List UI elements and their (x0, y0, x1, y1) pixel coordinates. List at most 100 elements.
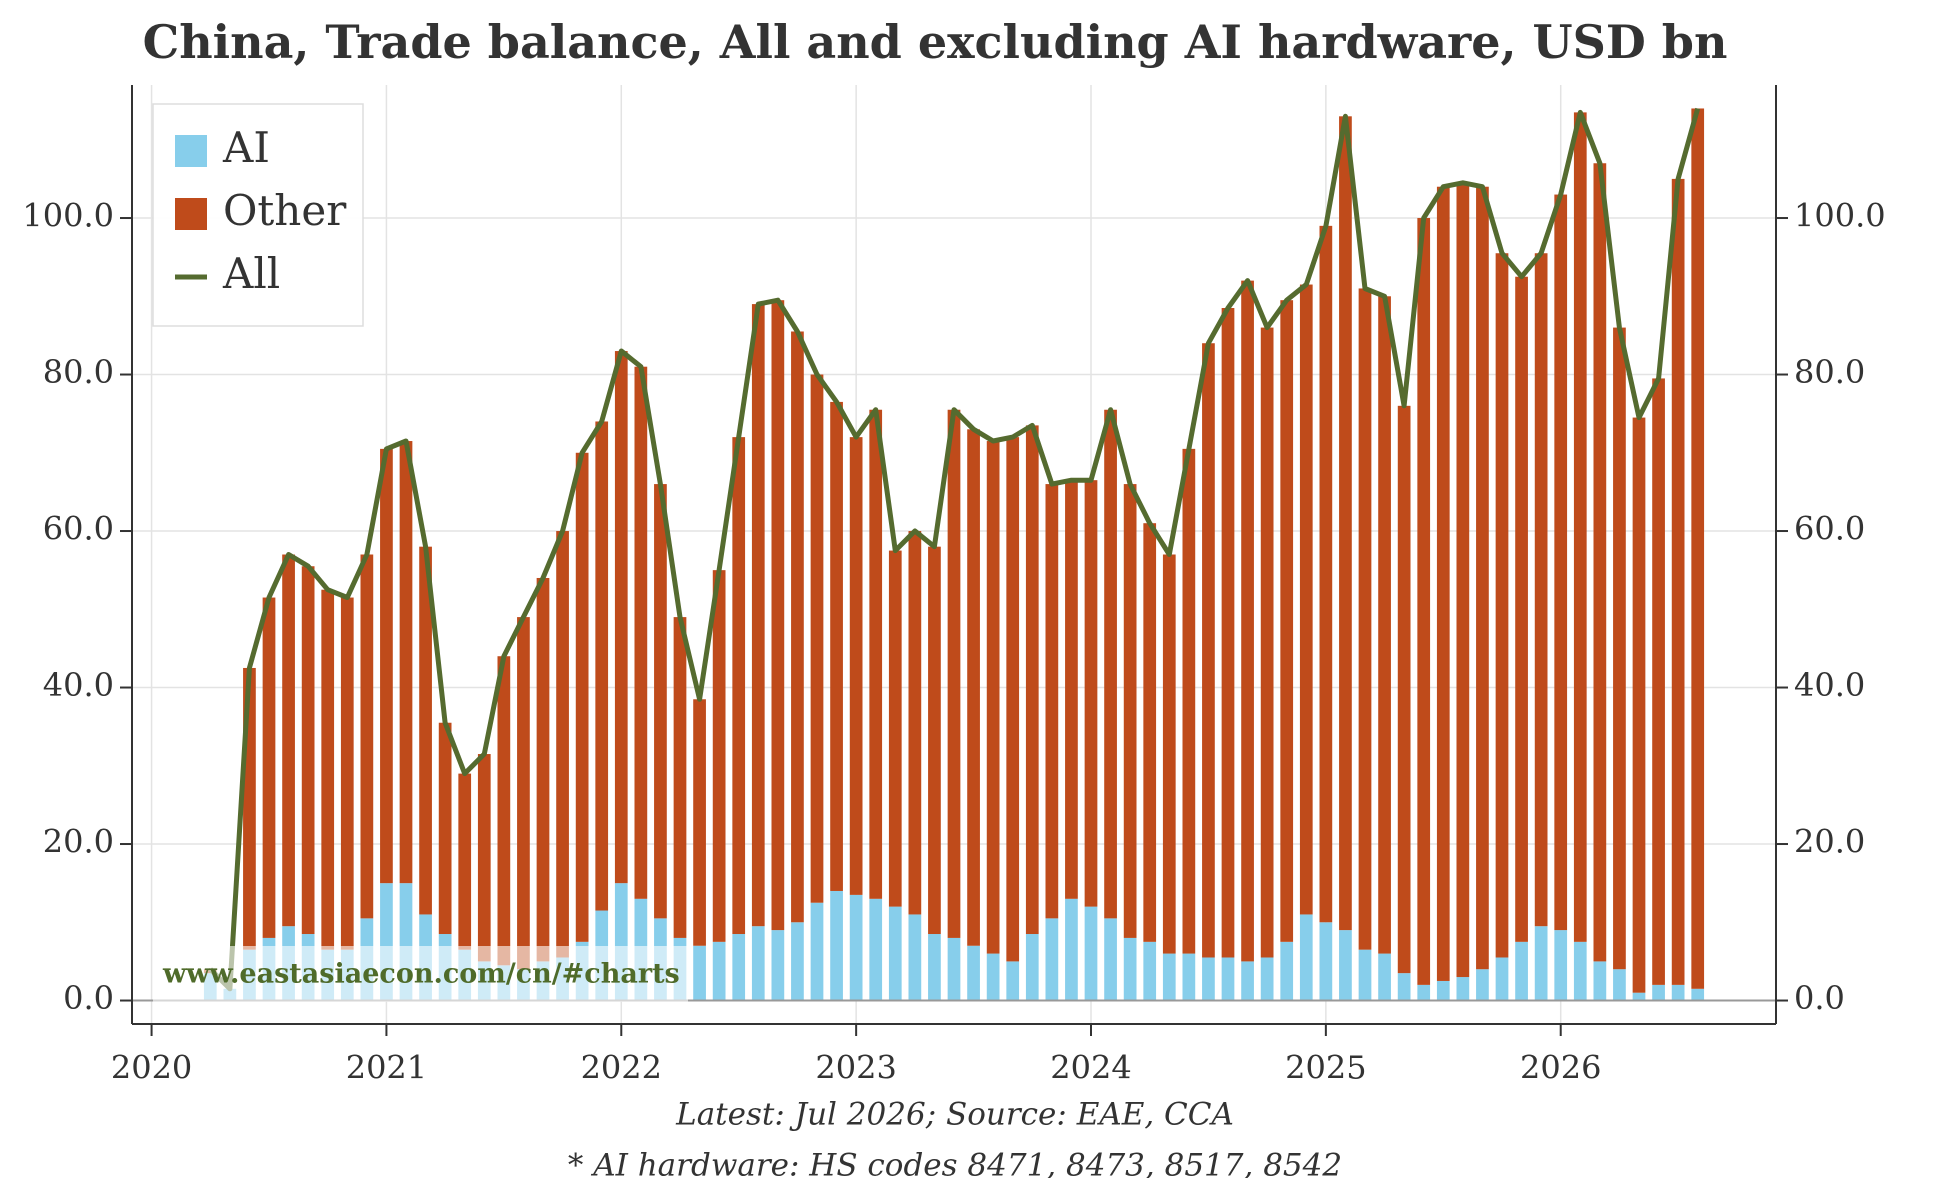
bar-segment (1671, 984, 1685, 1001)
source-note: Latest: Jul 2026; Source: EAE, CCA (675, 1097, 1234, 1133)
bar-segment (1006, 437, 1020, 962)
bar-segment (1632, 992, 1646, 1001)
bar-segment (1652, 984, 1665, 1001)
y-tick-label: 0.0 (63, 979, 114, 1017)
line (208, 107, 1701, 992)
bar-segment (419, 546, 432, 915)
bar-segment (360, 554, 374, 919)
bar-segment (614, 351, 628, 884)
bar-segment (1613, 969, 1626, 1001)
bar-segment (477, 754, 491, 962)
bar-segment (1339, 116, 1352, 931)
bar-segment (986, 953, 1000, 1001)
bar-segment (1045, 918, 1059, 1001)
bar-segment (928, 934, 941, 1001)
footnote: * AI hardware: HS codes 8471, 8473, 8517… (568, 1148, 1342, 1178)
y2-tick-label: 60.0 (1794, 510, 1865, 548)
bar-segment (1554, 194, 1568, 931)
bar-segment (1515, 941, 1528, 1001)
bar-segment (536, 577, 550, 962)
bar-segment (791, 331, 804, 923)
legend-label: Other (223, 186, 347, 235)
y-tick-label: 60.0 (43, 510, 114, 548)
bar-segment (1397, 405, 1411, 974)
bar-segment (1025, 934, 1039, 1001)
legend-swatch (175, 135, 207, 167)
bar-segment (1221, 308, 1235, 958)
bar-segment (751, 926, 765, 1001)
x-tick-label: 2020 (111, 1049, 192, 1087)
bar-segment (340, 597, 354, 950)
bar-segment (458, 773, 472, 950)
bar-segment (947, 937, 961, 1001)
legend-label: All (222, 249, 280, 298)
bar-segment (1652, 378, 1665, 985)
bar-segment (810, 902, 824, 1001)
bar-segment (595, 421, 609, 911)
bar-segment (1613, 327, 1626, 970)
bar-segment (693, 945, 706, 1001)
bar-segment (1358, 949, 1372, 1001)
bar-segment (1065, 480, 1078, 899)
bar-segment (908, 531, 922, 915)
bar-segment (1476, 969, 1489, 1001)
y-tick-label: 20.0 (43, 823, 114, 861)
bar-segment (967, 429, 980, 946)
bar-segment (497, 656, 511, 966)
bar-segment (1202, 343, 1215, 958)
bar-segment (1593, 961, 1607, 1001)
bar-segment (1162, 554, 1176, 954)
bar-segment (1280, 300, 1294, 942)
y2-tick-label: 0.0 (1794, 979, 1845, 1017)
bar-segment (693, 699, 706, 946)
chart-title: China, Trade balance, All and excluding … (143, 15, 1728, 69)
x-tick-label: 2026 (1520, 1049, 1601, 1087)
bar-segment (1358, 288, 1372, 950)
bar-segment (654, 484, 667, 919)
bar-segment (1573, 112, 1587, 942)
bar-segment (1104, 409, 1117, 919)
bar-segment (732, 437, 746, 935)
bar-segment (771, 930, 785, 1001)
bar-segment (751, 304, 765, 927)
bar-segment (1084, 906, 1098, 1001)
bar-segment (986, 441, 1000, 954)
bar-segment (1065, 898, 1078, 1001)
bar-segment (1417, 218, 1431, 985)
bar-segment (1691, 988, 1705, 1001)
bar-segment (849, 437, 863, 895)
bar-segment (1515, 276, 1528, 942)
y-tick-label: 40.0 (43, 666, 114, 704)
bar-segment (673, 617, 687, 938)
y2-tick-label: 40.0 (1794, 666, 1865, 704)
bar-segment (1691, 108, 1705, 989)
legend-label: AI (222, 123, 270, 172)
bar-segment (1182, 953, 1196, 1001)
bar-segment (1476, 186, 1489, 970)
bar-segment (1534, 926, 1548, 1001)
bar-segment (830, 401, 843, 891)
bar-segment (438, 722, 452, 935)
bar-segment (1123, 937, 1137, 1001)
bar-segment (1632, 417, 1646, 993)
bar-segment (1671, 178, 1685, 985)
bar-segment (849, 894, 863, 1001)
bar-segment (380, 448, 393, 884)
bar-segment (1573, 941, 1587, 1001)
bar-segment (1554, 930, 1568, 1001)
bar-segment (1280, 941, 1294, 1001)
bar-segment (1025, 425, 1039, 935)
bar-segment (1241, 961, 1254, 1001)
bar-segment (1397, 973, 1411, 1001)
bar-segment (1260, 327, 1274, 958)
bar-segment (1299, 914, 1313, 1001)
bar-segment (1339, 930, 1352, 1001)
bar-segment (1221, 957, 1235, 1001)
bar-segment (967, 945, 980, 1001)
bar-segment (1378, 953, 1391, 1001)
bar-segment (947, 409, 961, 938)
bar-segment (908, 914, 922, 1001)
bar-segment (869, 409, 883, 899)
bar-segment (399, 441, 413, 884)
x-tick-label: 2023 (815, 1049, 896, 1087)
